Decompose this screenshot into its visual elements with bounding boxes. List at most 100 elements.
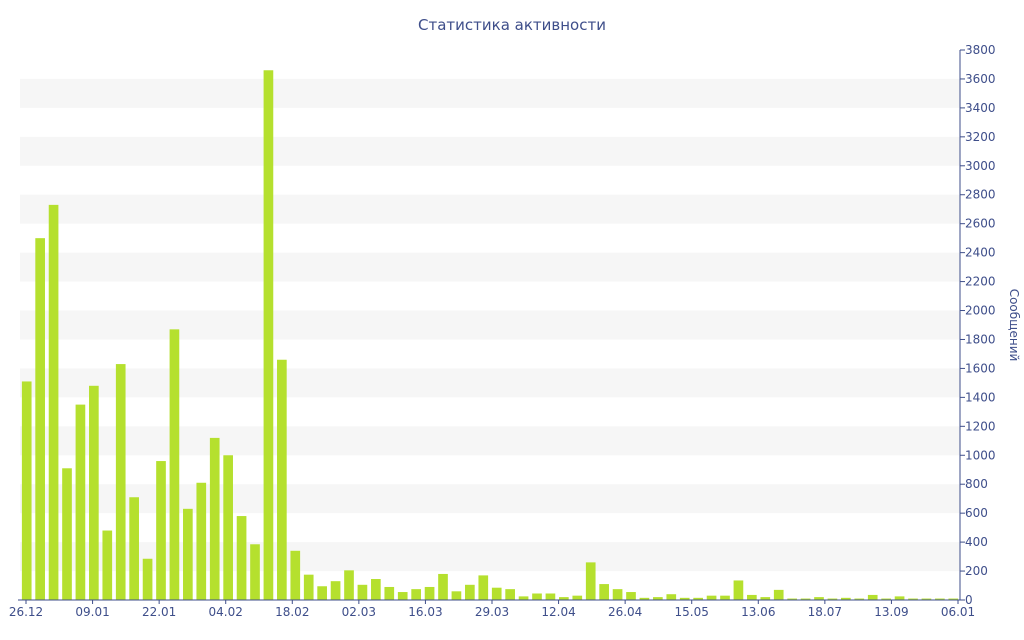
y-tick-label: 3600 — [965, 72, 996, 86]
bar — [169, 329, 180, 600]
y-tick-label: 2200 — [965, 275, 996, 289]
y-tick-label: 600 — [965, 506, 988, 520]
bar — [841, 597, 851, 600]
y-tick-label: 3800 — [965, 43, 996, 57]
bar — [854, 598, 865, 600]
x-axis-ticks: 26.12 09.01 22.01 04.02 18.02 02.03 16.03 29.03… — [9, 600, 975, 619]
bar — [532, 593, 542, 600]
bar — [196, 482, 207, 600]
bar — [451, 591, 462, 600]
x-tick-label: 09.01 — [75, 605, 109, 619]
bar — [102, 530, 113, 600]
y-tick-label: 1000 — [965, 448, 996, 462]
x-tick-label: 02.03 — [342, 605, 376, 619]
x-tick-label: 06.01 — [941, 605, 975, 619]
bar — [48, 204, 59, 600]
bar — [559, 597, 569, 600]
y-tick-label: 400 — [965, 535, 988, 549]
bar — [948, 598, 959, 600]
bar — [89, 385, 99, 600]
bar — [371, 579, 381, 600]
x-tick-label: 18.02 — [275, 605, 309, 619]
bar — [277, 359, 287, 600]
x-tick-label: 26.04 — [608, 605, 642, 619]
y-tick-label: 200 — [965, 564, 988, 578]
bar — [545, 593, 556, 600]
y-tick-label: 1600 — [965, 361, 996, 375]
y-axis-label: Сообщений — [1007, 289, 1021, 362]
y-tick-label: 2600 — [965, 217, 996, 231]
y-tick-label: 3000 — [965, 159, 996, 173]
grid-band — [20, 310, 960, 340]
bar — [787, 598, 797, 600]
bar — [599, 584, 609, 600]
y-tick-label: 3200 — [965, 130, 996, 144]
bar — [693, 597, 703, 600]
bar — [666, 594, 677, 600]
bar — [357, 584, 368, 600]
bar — [142, 558, 153, 600]
x-tick-label: 26.12 — [9, 605, 43, 619]
x-tick-label: 18.07 — [808, 605, 842, 619]
bar — [505, 589, 515, 600]
bar — [424, 586, 435, 600]
chart-title: Статистика активности — [418, 16, 606, 34]
bar — [250, 544, 260, 600]
bar — [263, 70, 274, 600]
grid-band — [20, 194, 960, 224]
x-tick-label: 29.03 — [475, 605, 509, 619]
y-tick-label: 1200 — [965, 419, 996, 433]
bar — [411, 589, 421, 600]
y-tick-label: 0 — [965, 593, 973, 607]
bar — [465, 584, 475, 600]
x-tick-label: 12.04 — [541, 605, 575, 619]
bar — [438, 573, 448, 600]
y-axis-ticks: 0 200 400 600 800 1000 1200 1400 1600 1800 2000 220… — [960, 43, 996, 607]
grid-band — [20, 78, 960, 108]
bar — [330, 581, 341, 600]
y-tick-label: 2000 — [965, 304, 996, 318]
bar — [867, 594, 878, 600]
bar-series — [21, 70, 959, 600]
grid-band — [20, 136, 960, 166]
bar — [881, 598, 891, 600]
y-tick-label: 1800 — [965, 332, 996, 346]
bar — [679, 597, 690, 600]
bar — [626, 592, 636, 600]
bar — [62, 468, 72, 600]
grid-band — [20, 252, 960, 282]
bar — [747, 594, 757, 600]
y-tick-label: 2800 — [965, 188, 996, 202]
bar — [491, 587, 502, 600]
bar — [223, 455, 233, 600]
bar — [773, 589, 784, 600]
bar — [894, 596, 905, 600]
bar — [317, 586, 327, 600]
bar — [129, 497, 139, 600]
x-tick-label: 22.01 — [142, 605, 176, 619]
bar — [706, 595, 717, 600]
x-tick-label: 13.06 — [741, 605, 775, 619]
bar — [612, 589, 623, 600]
bar — [115, 364, 126, 600]
bar — [209, 437, 220, 600]
bar — [156, 461, 166, 600]
bar — [183, 508, 193, 600]
bar — [572, 595, 583, 600]
x-tick-label: 16.03 — [408, 605, 442, 619]
bar — [800, 598, 811, 600]
bar — [585, 562, 596, 600]
bar — [75, 404, 86, 600]
bar — [935, 598, 945, 600]
bar — [344, 570, 354, 600]
bar — [384, 586, 395, 600]
bar — [303, 574, 314, 600]
bar — [653, 597, 663, 600]
bar — [236, 516, 247, 600]
y-tick-label: 800 — [965, 477, 988, 491]
bar — [290, 550, 301, 600]
bar — [397, 592, 408, 600]
bar — [733, 580, 744, 600]
bar — [720, 595, 730, 600]
